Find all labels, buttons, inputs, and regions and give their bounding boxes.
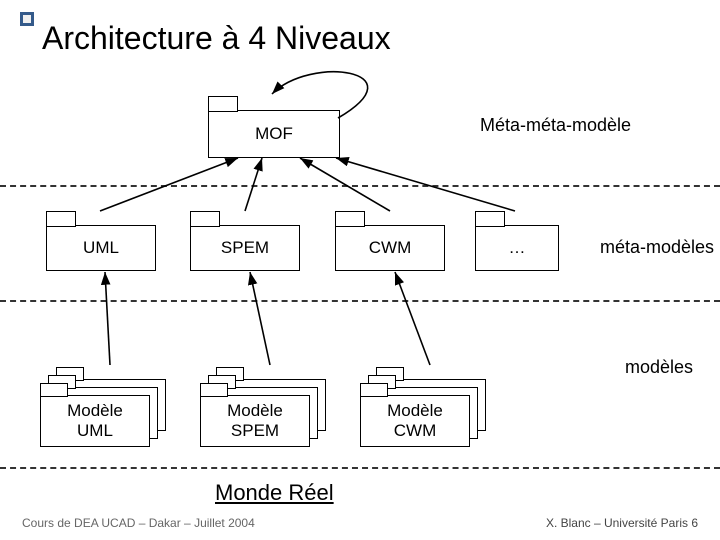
level-label-m3: Méta-méta-modèle (480, 115, 631, 136)
footer-left: Cours de DEA UCAD – Dakar – Juillet 2004 (22, 516, 255, 530)
slide-bullet-icon (20, 12, 34, 26)
level-label-m1: modèles (625, 357, 693, 378)
level-label-m0: Monde Réel (215, 480, 334, 506)
package-mof: MOF (208, 110, 340, 158)
level-divider (0, 185, 720, 187)
package-cwm: CWM (335, 225, 445, 271)
level-divider (0, 467, 720, 469)
footer-right: X. Blanc – Université Paris 6 (546, 516, 698, 530)
level-divider (0, 300, 720, 302)
slide-title: Architecture à 4 Niveaux (42, 20, 391, 57)
package-more: … (475, 225, 559, 271)
package-spem: SPEM (190, 225, 300, 271)
level-label-m2: méta-modèles (600, 237, 714, 258)
package-uml: UML (46, 225, 156, 271)
